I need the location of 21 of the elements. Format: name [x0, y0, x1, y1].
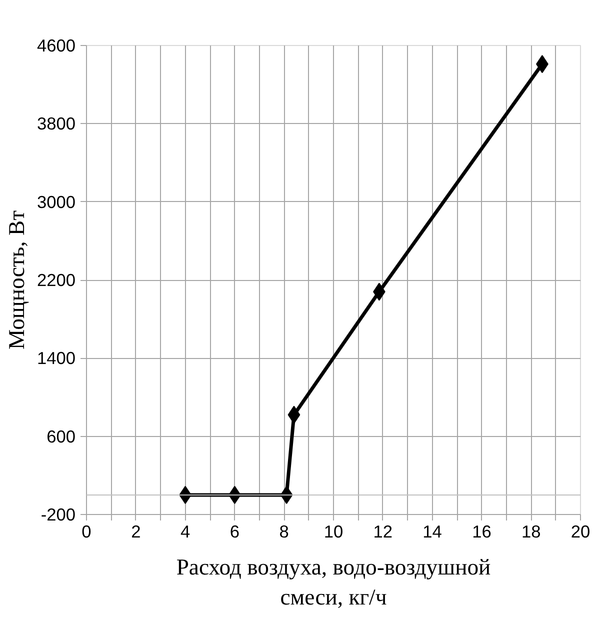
x-tick-label: 14 [422, 522, 442, 542]
y-axis-title: Мощность, Вт [4, 210, 29, 350]
x-tick-label: 10 [324, 522, 344, 542]
x-tick-label: 6 [230, 522, 240, 542]
x-tick-label: 20 [570, 522, 590, 542]
y-tick-label: 3800 [36, 114, 76, 134]
y-tick-label: 3000 [36, 192, 76, 212]
x-tick-label: 18 [521, 522, 541, 542]
y-tick-label: -200 [40, 504, 76, 524]
x-tick-label: 16 [472, 522, 492, 542]
x-tick-label: 12 [373, 522, 393, 542]
x-axis-title: Расход воздуха, водо-воздушной смеси, кг/ч [176, 554, 491, 610]
x-tick-label: 2 [131, 522, 141, 542]
x-tick-label: 0 [82, 522, 92, 542]
y-tick-label: 600 [46, 426, 76, 446]
y-tick-label: 1400 [36, 348, 76, 368]
x-tick-label: 8 [279, 522, 289, 542]
y-tick-label: 4600 [36, 36, 76, 56]
y-tick-label: 2200 [36, 270, 76, 290]
point [288, 406, 300, 424]
x-tick-label: 4 [180, 522, 190, 542]
